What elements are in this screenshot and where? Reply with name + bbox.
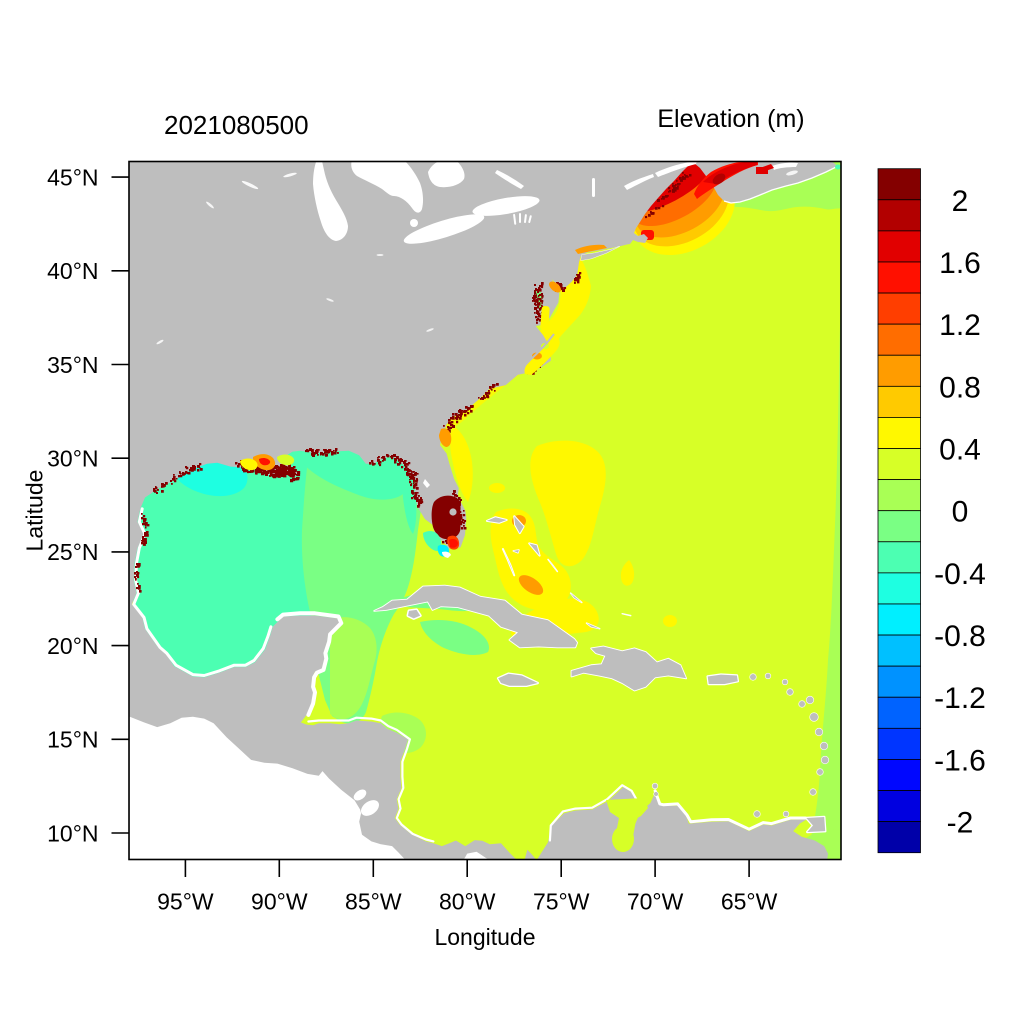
svg-text:75°W: 75°W	[533, 889, 590, 915]
svg-text:0: 0	[952, 496, 969, 529]
svg-text:Elevation (m): Elevation (m)	[657, 105, 804, 133]
svg-text:10°N: 10°N	[47, 820, 98, 846]
svg-text:Longitude: Longitude	[434, 924, 535, 950]
svg-text:30°N: 30°N	[47, 446, 98, 472]
svg-text:Latitude: Latitude	[22, 470, 48, 552]
svg-text:0.4: 0.4	[939, 434, 981, 467]
svg-text:95°W: 95°W	[157, 889, 214, 915]
svg-text:-0.8: -0.8	[934, 620, 986, 653]
svg-text:70°W: 70°W	[627, 889, 684, 915]
svg-text:-1.2: -1.2	[934, 682, 986, 715]
svg-text:35°N: 35°N	[47, 352, 98, 378]
svg-text:1.2: 1.2	[939, 309, 981, 342]
svg-text:0.8: 0.8	[939, 371, 981, 404]
svg-text:80°W: 80°W	[439, 889, 496, 915]
svg-text:25°N: 25°N	[47, 539, 98, 565]
svg-text:85°W: 85°W	[345, 889, 402, 915]
svg-text:-2: -2	[947, 807, 974, 840]
svg-text:15°N: 15°N	[47, 727, 98, 753]
svg-text:-0.4: -0.4	[934, 558, 986, 591]
svg-text:45°N: 45°N	[47, 164, 98, 190]
svg-text:2021080500: 2021080500	[164, 110, 309, 140]
svg-text:40°N: 40°N	[47, 258, 98, 284]
svg-text:65°W: 65°W	[721, 889, 778, 915]
svg-text:90°W: 90°W	[251, 889, 308, 915]
svg-text:-1.6: -1.6	[934, 744, 986, 777]
svg-text:1.6: 1.6	[939, 247, 981, 280]
svg-text:2: 2	[952, 185, 969, 218]
svg-text:20°N: 20°N	[47, 633, 98, 659]
